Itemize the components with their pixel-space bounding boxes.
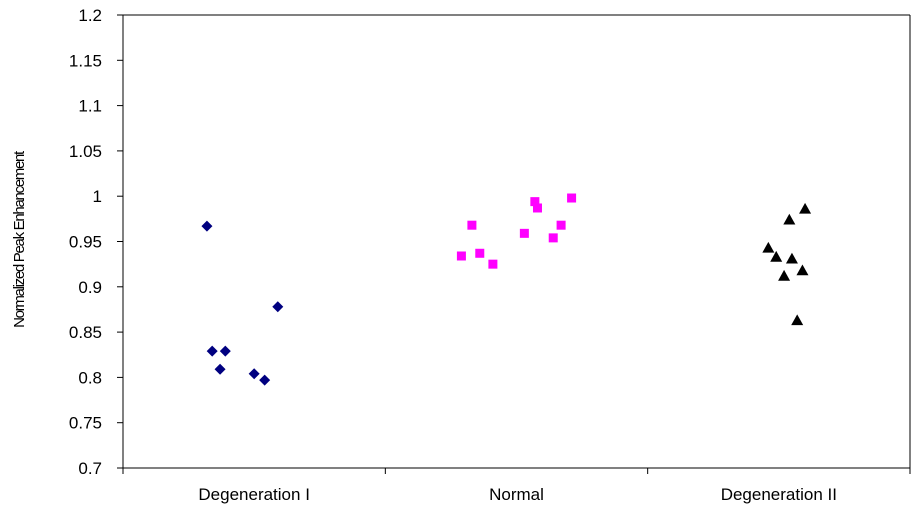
- triangle-marker: [796, 264, 809, 276]
- y-tick-label: 1.05: [69, 142, 102, 161]
- diamond-marker: [214, 363, 226, 375]
- square-marker: [467, 220, 477, 230]
- triangle-marker: [762, 241, 775, 253]
- square-marker: [519, 228, 529, 238]
- y-tick-label: 0.8: [78, 368, 102, 387]
- y-tick-label: 0.75: [69, 414, 102, 433]
- diamond-marker: [219, 345, 231, 357]
- triangle-marker: [785, 252, 798, 264]
- x-category-label: Normal: [489, 485, 544, 504]
- triangle-marker: [799, 202, 812, 214]
- plot-area: [122, 14, 911, 469]
- y-tick-label: 0.7: [78, 459, 102, 478]
- square-marker: [556, 220, 566, 230]
- x-category-label: Degeneration I: [198, 485, 310, 504]
- y-tick-label: 0.85: [69, 323, 102, 342]
- x-axis-categories: Degeneration I Normal Degeneration II: [122, 468, 911, 504]
- diamond-marker: [259, 374, 271, 386]
- data-points: [201, 193, 812, 386]
- triangle-marker: [783, 213, 796, 225]
- square-marker: [530, 197, 540, 207]
- y-tick-label: 0.9: [78, 278, 102, 297]
- y-tick-label: 1.2: [78, 6, 102, 25]
- x-category-label: Degeneration II: [721, 485, 837, 504]
- square-marker: [488, 259, 498, 269]
- y-axis-ticks: 0.7 0.75 0.8 0.85 0.9 0.95 1 1.05 1.1 1.15 1.2: [69, 6, 123, 478]
- triangle-marker: [791, 314, 804, 326]
- diamond-marker: [248, 368, 260, 380]
- diamond-marker: [206, 345, 218, 357]
- square-marker: [475, 248, 485, 258]
- y-tick-label: 0.95: [69, 233, 102, 252]
- triangle-marker: [770, 250, 783, 262]
- square-marker: [456, 251, 466, 261]
- diamond-marker: [201, 220, 213, 232]
- square-marker: [548, 233, 558, 243]
- diamond-marker: [272, 301, 284, 313]
- y-tick-label: 1.15: [69, 51, 102, 70]
- square-marker: [567, 193, 577, 203]
- triangle-marker: [778, 269, 791, 281]
- square-marker: [532, 203, 542, 213]
- y-tick-label: 1.1: [78, 97, 102, 116]
- y-axis-label: Normalized Peak Enhancement: [11, 150, 28, 328]
- y-tick-label: 1: [93, 187, 102, 206]
